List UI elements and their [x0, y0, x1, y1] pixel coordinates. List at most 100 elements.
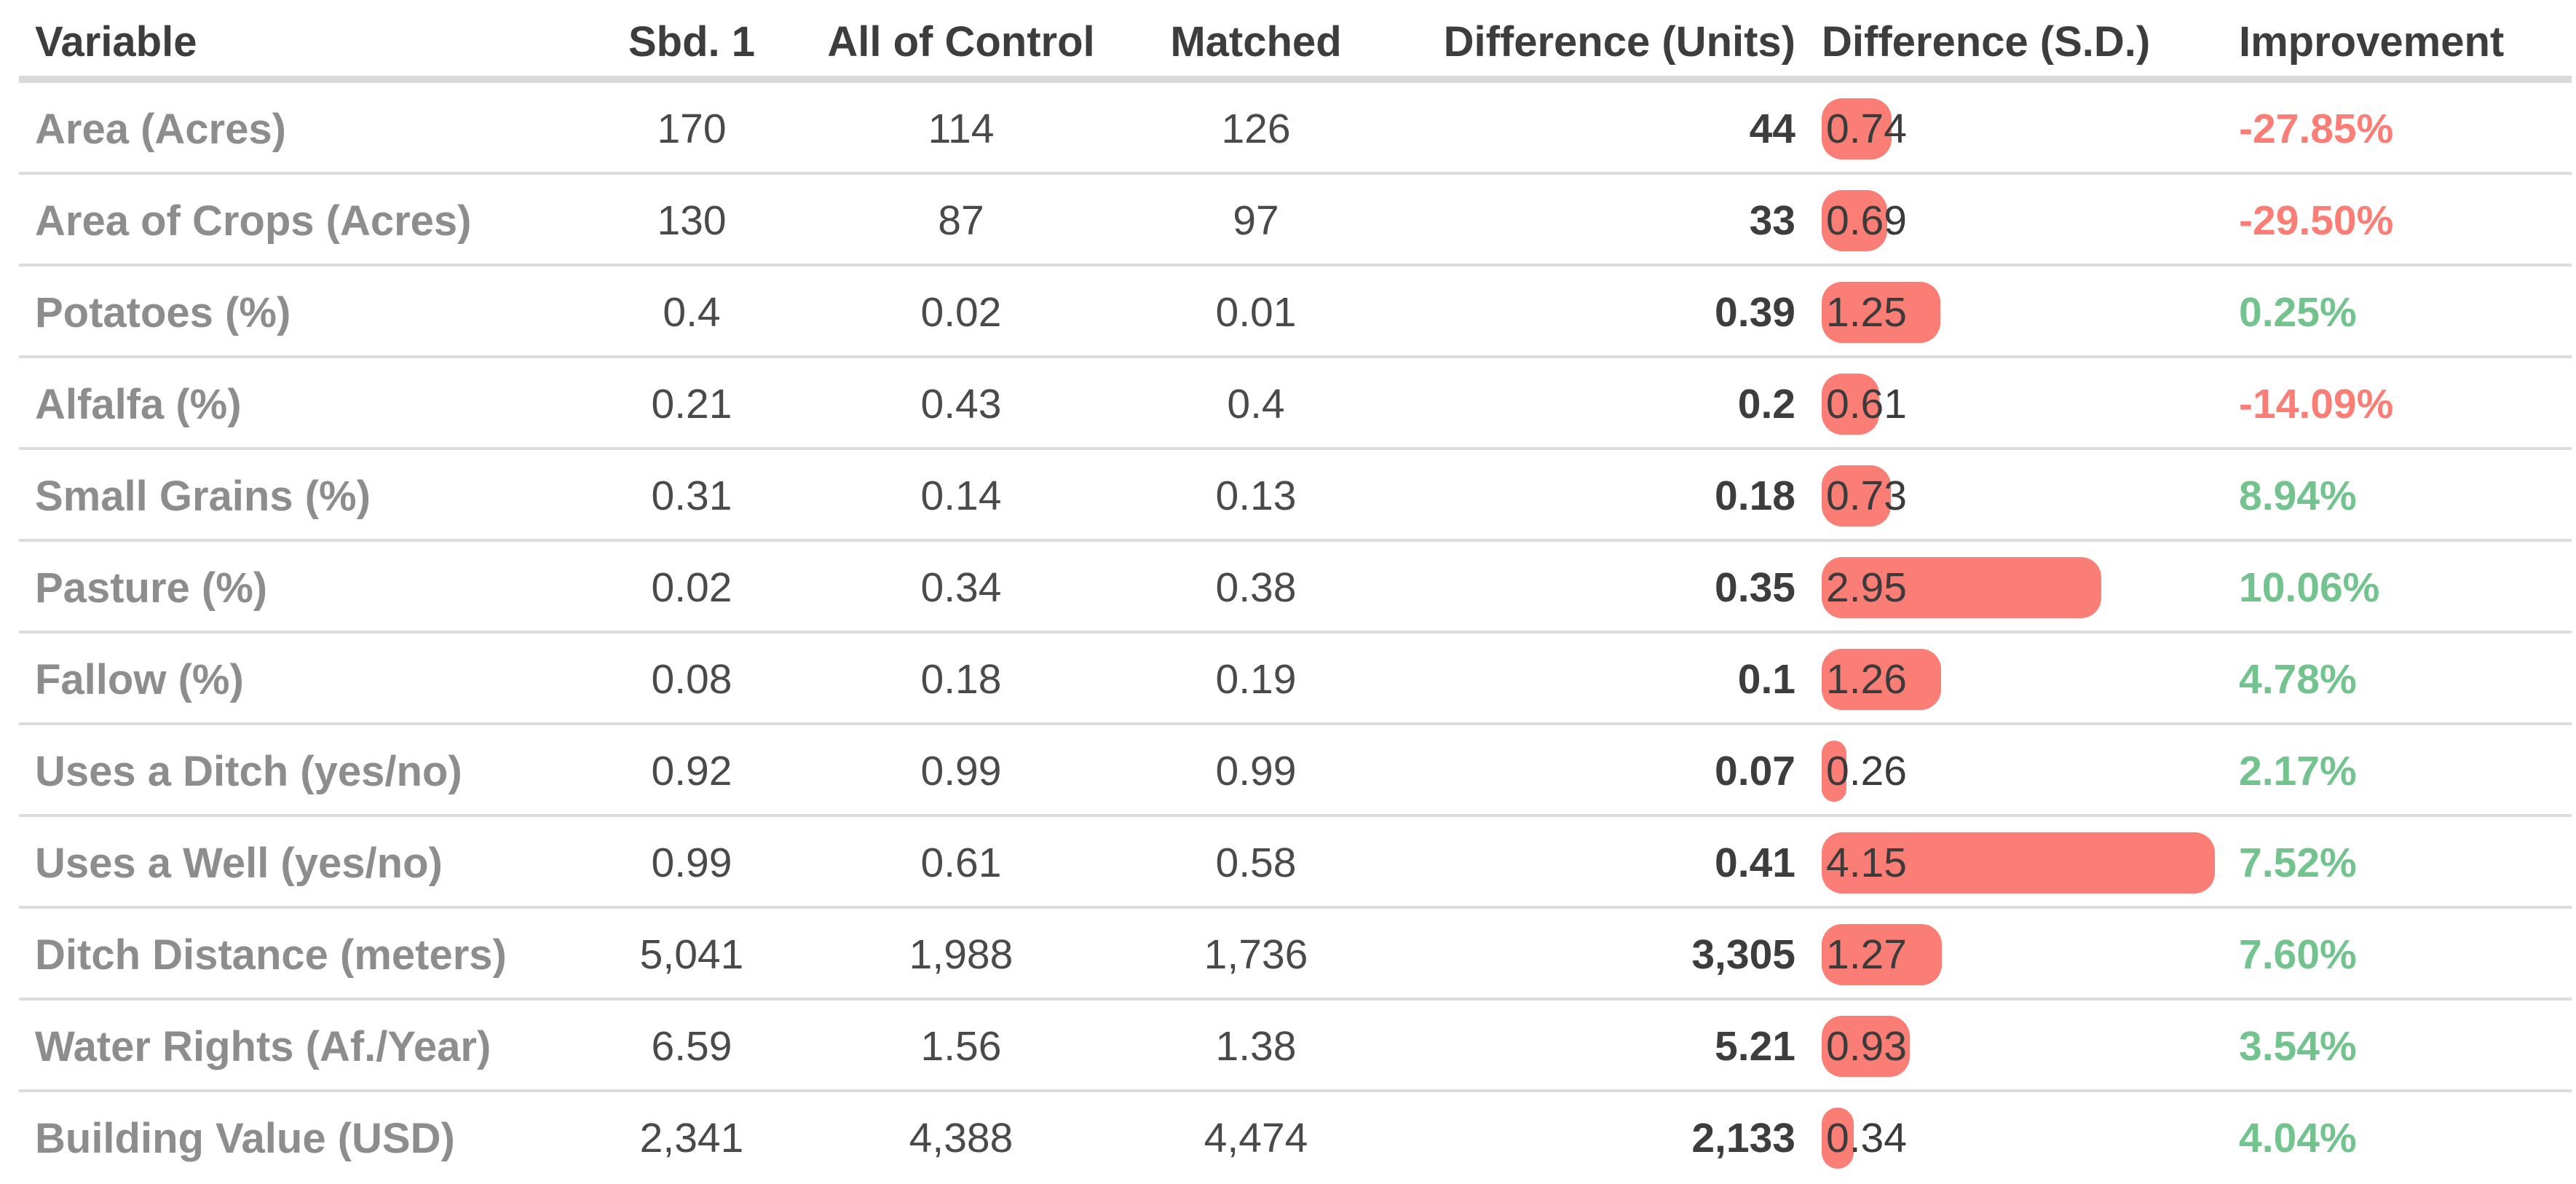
- difference-sd-value: 2.95: [1826, 564, 1907, 611]
- difference-sd-value: 0.34: [1826, 1115, 1907, 1161]
- matched-value-cell: 0.99: [1215, 748, 1297, 794]
- variable-name-cell: Area (Acres): [35, 105, 286, 153]
- table-row: Ditch Distance (meters) 5,041 1,988 1,73…: [0, 909, 2576, 1001]
- difference-units-value-cell: 0.39: [1715, 289, 1795, 336]
- table-row: Uses a Ditch (yes/no) 0.92 0.99 0.99 0.0…: [0, 725, 2576, 817]
- difference-units-value-cell: 2,133: [1691, 1115, 1795, 1161]
- all-of-control-value-cell: 87: [938, 197, 984, 244]
- all-of-control-value-cell: 1.56: [920, 1023, 1002, 1070]
- improvement-value: 7.52%: [2239, 840, 2357, 886]
- all-of-control-value-cell: 0.34: [920, 564, 1002, 611]
- improvement-value: 4.04%: [2239, 1115, 2357, 1161]
- difference-sd-bar: [1822, 1108, 1854, 1169]
- difference-sd-value: 4.15: [1826, 840, 1907, 886]
- all-of-control-value-cell: 1,988: [909, 931, 1014, 978]
- variable-name-cell: Uses a Ditch (yes/no): [35, 747, 462, 795]
- variable-name-cell: Area of Crops (Acres): [35, 197, 472, 245]
- column-header-all-of-control: All of Control: [827, 17, 1095, 66]
- difference-sd-cell: 0.34: [1822, 1092, 2239, 1184]
- sbd-1-value-cell: 0.08: [651, 656, 732, 703]
- sbd-1-value-cell: 0.21: [651, 381, 732, 427]
- improvement-value: 4.78%: [2239, 656, 2357, 703]
- column-header-sbd-1: Sbd. 1: [628, 17, 756, 66]
- sbd-1-value-cell: 5,041: [639, 931, 744, 978]
- improvement-value: 3.54%: [2239, 1023, 2357, 1070]
- all-of-control-value-cell: 0.61: [920, 840, 1002, 886]
- difference-sd-value: 0.93: [1826, 1023, 1907, 1070]
- difference-units-value-cell: 0.35: [1715, 564, 1795, 611]
- table-row: Small Grains (%) 0.31 0.14 0.13 0.18 0.7…: [0, 450, 2576, 542]
- difference-sd-value: 1.26: [1826, 656, 1907, 703]
- difference-units-value-cell: 3,305: [1691, 931, 1795, 978]
- variable-name-cell: Water Rights (Af./Year): [35, 1022, 491, 1070]
- difference-sd-cell: 0.93: [1822, 1001, 2239, 1092]
- difference-sd-value: 0.69: [1826, 197, 1907, 244]
- difference-units-value-cell: 5.21: [1715, 1023, 1795, 1070]
- sbd-1-value-cell: 2,341: [639, 1115, 744, 1161]
- difference-sd-bar: [1822, 465, 1891, 526]
- variable-name-cell: Ditch Distance (meters): [35, 931, 507, 979]
- difference-sd-cell: 4.15: [1822, 817, 2239, 909]
- difference-sd-cell: 0.26: [1822, 725, 2239, 817]
- difference-units-value-cell: 0.41: [1715, 840, 1795, 886]
- improvement-value: 2.17%: [2239, 748, 2357, 794]
- all-of-control-value-cell: 4,388: [909, 1115, 1014, 1161]
- all-of-control-value-cell: 0.99: [920, 748, 1002, 794]
- difference-sd-value: 0.26: [1826, 748, 1907, 794]
- all-of-control-value-cell: 0.18: [920, 656, 1002, 703]
- table-row: Fallow (%) 0.08 0.18 0.19 0.1 1.26 4.78%: [0, 634, 2576, 725]
- difference-sd-cell: 0.74: [1822, 83, 2239, 175]
- matched-value-cell: 0.19: [1215, 656, 1297, 703]
- difference-units-value-cell: 44: [1749, 106, 1795, 152]
- difference-sd-bar: [1822, 649, 1941, 710]
- matched-value-cell: 1.38: [1215, 1023, 1297, 1070]
- difference-units-value-cell: 0.1: [1737, 656, 1795, 703]
- column-header-difference-sd: Difference (S.D.): [1822, 17, 2151, 66]
- difference-sd-cell: 0.69: [1822, 175, 2239, 267]
- sbd-1-value-cell: 0.02: [651, 564, 732, 611]
- matched-value-cell: 0.13: [1215, 473, 1297, 519]
- matched-value-cell: 0.4: [1227, 381, 1285, 427]
- improvement-value: -27.85%: [2239, 106, 2394, 152]
- table-row: Area of Crops (Acres) 130 87 97 33 0.69 …: [0, 175, 2576, 267]
- table-row: Uses a Well (yes/no) 0.99 0.61 0.58 0.41…: [0, 817, 2576, 909]
- difference-sd-cell: 0.73: [1822, 450, 2239, 542]
- difference-sd-value: 1.25: [1826, 289, 1907, 336]
- difference-sd-bar: [1822, 557, 2101, 618]
- improvement-value: -14.09%: [2239, 381, 2394, 427]
- difference-sd-cell: 2.95: [1822, 542, 2239, 634]
- table-body: Area (Acres) 170 114 126 44 0.74 -27.85%…: [0, 83, 2576, 1184]
- difference-sd-bar: [1822, 924, 1943, 985]
- sbd-1-value-cell: 6.59: [651, 1023, 732, 1070]
- variable-name-cell: Fallow (%): [35, 655, 244, 703]
- column-header-difference-units: Difference (Units): [1443, 17, 1795, 66]
- improvement-value: -29.50%: [2239, 197, 2394, 244]
- difference-sd-bar: [1822, 832, 2215, 893]
- variable-name-cell: Alfalfa (%): [35, 380, 242, 428]
- difference-units-value-cell: 33: [1749, 197, 1795, 244]
- table-header-row: Variable Sbd. 1 All of Control Matched D…: [0, 0, 2576, 83]
- difference-sd-value: 0.61: [1826, 381, 1907, 427]
- difference-sd-value: 0.74: [1826, 106, 1907, 152]
- all-of-control-value-cell: 0.43: [920, 381, 1002, 427]
- variable-name-cell: Uses a Well (yes/no): [35, 839, 443, 887]
- table-row: Water Rights (Af./Year) 6.59 1.56 1.38 5…: [0, 1001, 2576, 1092]
- difference-sd-bar: [1822, 190, 1887, 251]
- matched-value-cell: 126: [1221, 106, 1291, 152]
- matched-value-cell: 97: [1233, 197, 1279, 244]
- table-row: Alfalfa (%) 0.21 0.43 0.4 0.2 0.61 -14.0…: [0, 358, 2576, 450]
- difference-sd-bar: [1822, 282, 1940, 343]
- matched-value-cell: 4,474: [1204, 1115, 1308, 1161]
- difference-sd-bar: [1822, 1016, 1910, 1077]
- difference-units-value-cell: 0.2: [1737, 381, 1795, 427]
- variable-name-cell: Small Grains (%): [35, 472, 371, 520]
- table-row: Pasture (%) 0.02 0.34 0.38 0.35 2.95 10.…: [0, 542, 2576, 634]
- variable-name-cell: Potatoes (%): [35, 288, 291, 336]
- column-header-improvement: Improvement: [2239, 17, 2505, 66]
- difference-sd-value: 0.73: [1826, 473, 1907, 519]
- sbd-1-value-cell: 0.4: [663, 289, 721, 336]
- column-header-variable: Variable: [35, 17, 197, 66]
- all-of-control-value-cell: 0.14: [920, 473, 1002, 519]
- improvement-value: 10.06%: [2239, 564, 2380, 611]
